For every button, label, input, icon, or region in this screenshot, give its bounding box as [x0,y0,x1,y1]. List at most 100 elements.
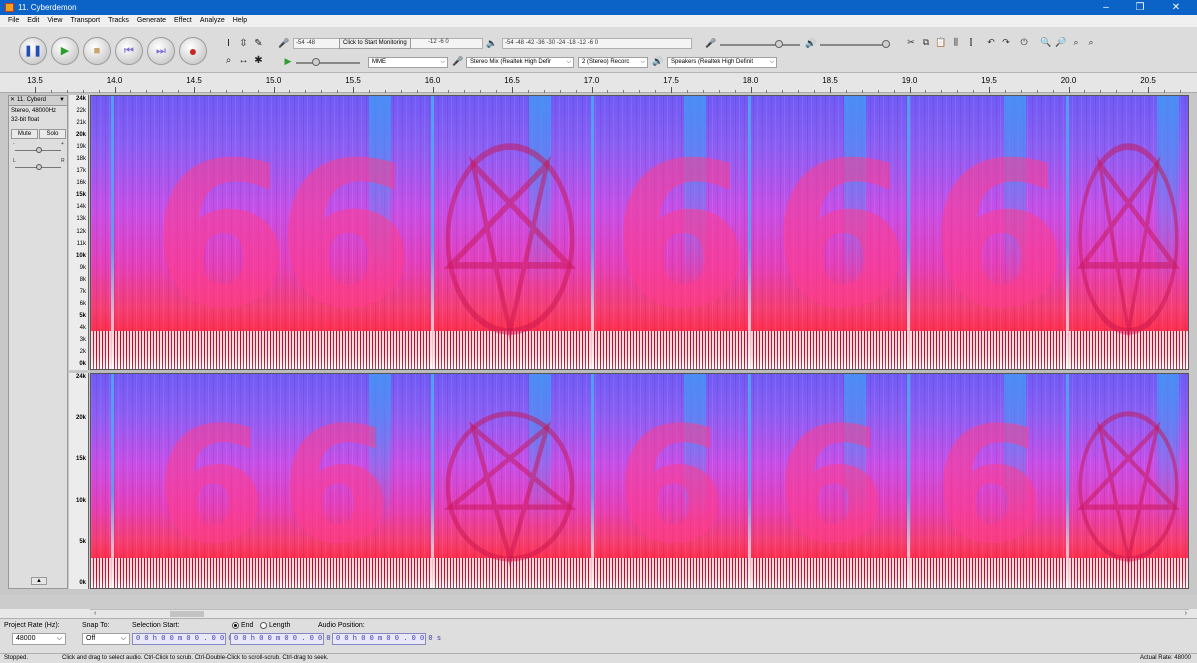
menu-help[interactable]: Help [232,17,248,24]
menu-effect[interactable]: Effect [174,17,192,24]
recording-volume-slider[interactable] [720,44,800,46]
ruler-minor-tick [686,90,688,93]
window-title: 11. Cyberdemon [18,3,77,12]
scroll-left-icon[interactable]: ‹ [94,610,97,617]
multi-tool-icon[interactable]: ✱ [254,55,263,66]
minimize-button[interactable]: – [1103,2,1109,13]
pan-thumb[interactable] [36,164,42,170]
frequency-label: 24k [75,96,86,102]
menu-generate[interactable]: Generate [136,17,167,24]
collapse-track-button[interactable]: ▲ [31,577,47,585]
time-shift-tool-icon[interactable]: ↔ [238,55,249,66]
selection-start-time[interactable]: 0 0 h 0 0 m 0 0 . 0 0 0 s [132,633,241,645]
track-name-row[interactable]: ✕ 11. Cyberd ▼ [9,96,67,106]
skip-end-icon: ⏭ [156,45,166,57]
sync-lock-icon[interactable]: ⏻ [1020,37,1028,47]
menu-view[interactable]: View [47,17,63,24]
play-speed-slider[interactable] [296,62,360,64]
gain-thumb[interactable] [36,147,42,153]
frequency-scale-top[interactable]: 24k 22k 21k 20k 19k 18k 17k 16k 15k 14k 13k 12k 11k 1… [69,95,89,370]
play-at-speed-icon[interactable]: ▶ [284,56,292,66]
recording-volume-thumb[interactable] [775,40,783,48]
silence-icon[interactable]: ⫿ [969,37,973,47]
snap-to-select[interactable]: Off ⌵ [82,633,130,645]
frequency-scale-bottom[interactable]: 24k 20k 15k 10k 5k 0k [69,373,89,589]
spectrogram-digit-six: 6 [276,120,416,354]
blue-band [369,96,391,288]
ruler-tick-label: 18.0 [742,76,759,85]
track-control-panel[interactable]: ✕ 11. Cyberd ▼ Stereo, 48000Hz 32-bit fl… [8,95,68,589]
start-monitoring-button[interactable]: Click to Start Monitoring [339,38,411,49]
ruler-minor-tick [321,90,323,93]
envelope-tool-icon[interactable]: ⇳ [239,38,248,49]
spectrogram-digit-six: 6 [611,120,751,354]
cut-icon[interactable]: ✂ [907,37,915,47]
segment-edge [591,96,594,369]
undo-icon[interactable]: ↶ [987,37,995,47]
ruler-tick-label: 14.5 [186,76,202,85]
playback-volume-thumb[interactable] [882,40,890,48]
blue-band [844,374,866,524]
menu-edit[interactable]: Edit [27,17,40,24]
spectrogram-pentagram [1077,143,1180,342]
menu-file[interactable]: File [8,17,20,24]
draw-tool-icon[interactable]: ✎ [254,38,263,49]
fit-selection-icon[interactable]: ⌕ [1073,37,1079,47]
frequency-label: 5k [79,312,86,319]
record-meter-icon: 🎤 [278,38,290,48]
ruler-minor-tick [798,90,800,93]
frequency-label: 12k [76,228,86,235]
pause-button[interactable]: ❚❚ [19,37,47,65]
end-radio[interactable] [232,622,239,629]
track-name[interactable]: 11. Cyberd [17,97,46,103]
ruler-minor-tick [384,90,386,93]
track-menu-icon[interactable]: ▼ [59,97,65,103]
fit-project-icon[interactable]: ⌕ [1088,37,1094,47]
close-button[interactable]: ✕ [1171,2,1181,13]
recording-device-select[interactable]: Stereo Mix (Realtek High Defir ⌵ [466,57,574,68]
ruler-tick-label: 18.5 [822,76,838,85]
zoom-out-icon[interactable]: 🔎 [1055,37,1067,47]
skip-to-start-button[interactable]: ⏮ [115,37,143,65]
mute-button[interactable]: Mute [11,129,38,139]
playback-meter[interactable]: -54 -48 -42 -36 -30 -24 -18 -12 -6 0 [502,38,692,49]
ruler-minor-tick [814,90,816,93]
scrollbar-thumb[interactable] [170,611,204,617]
menu-transport[interactable]: Transport [70,17,101,24]
solo-button[interactable]: Solo [39,129,66,139]
channel-divider[interactable] [90,370,1189,373]
maximize-button[interactable]: ❐ [1135,2,1145,13]
frequency-label: 14k [76,204,86,211]
menu-analyze[interactable]: Analyze [199,17,225,24]
play-speed-thumb[interactable] [312,58,320,66]
selection-tool-icon[interactable]: I [227,38,230,49]
close-track-icon[interactable]: ✕ [10,97,16,103]
project-rate-select[interactable]: 48000 ⌵ [12,633,66,645]
audio-host-select[interactable]: MME ⌵ [368,57,448,68]
selection-end-time[interactable]: 0 0 h 0 0 m 0 0 . 0 0 0 s [230,633,339,645]
play-button[interactable]: ▶ [51,37,79,65]
playback-device-select[interactable]: Speakers (Realtek High Definit ⌵ [667,57,777,68]
playback-meter-ticks: -54 -48 -42 -36 -30 -24 -18 -12 -6 0 [505,40,599,46]
redo-icon[interactable]: ↷ [1002,37,1010,47]
trim-icon[interactable]: ⫼ [953,37,959,47]
audio-position-time[interactable]: 0 0 h 0 0 m 0 0 . 0 0 0 s [332,633,441,645]
playback-volume-slider[interactable] [820,44,890,46]
menu-tracks[interactable]: Tracks [108,17,129,24]
stop-button[interactable]: ■ [83,37,111,65]
timeline-ruler[interactable]: 13.5 14.0 14.5 15.0 15.5 16.0 16.5 17.0 17.5 18.0… [0,73,1197,93]
frequency-label: 16k [76,180,86,187]
copy-icon[interactable]: ⧉ [922,37,930,47]
record-button[interactable]: ● [179,37,207,65]
scroll-right-icon[interactable]: › [1184,610,1187,617]
recording-channels-select[interactable]: 2 (Stereo) Recorc ⌵ [578,57,648,68]
length-radio[interactable] [260,622,267,629]
zoom-tool-icon[interactable]: ⌕ [225,55,232,66]
paste-icon[interactable]: 📋 [935,37,947,47]
horizontal-scrollbar[interactable]: ‹ › [90,609,1189,618]
skip-to-end-button[interactable]: ⏭ [147,37,175,65]
empty-track-space[interactable] [0,595,1197,609]
zoom-in-icon[interactable]: 🔍 [1040,37,1052,47]
